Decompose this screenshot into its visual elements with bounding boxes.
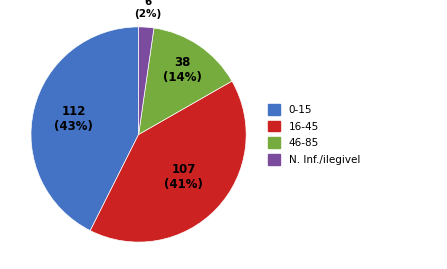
Wedge shape xyxy=(31,27,139,231)
Wedge shape xyxy=(139,28,232,134)
Text: 38
(14%): 38 (14%) xyxy=(163,56,202,84)
Wedge shape xyxy=(139,27,154,134)
Wedge shape xyxy=(90,81,246,242)
Text: 112
(43%): 112 (43%) xyxy=(54,105,93,133)
Text: 107
(41%): 107 (41%) xyxy=(164,164,203,192)
Text: 6
(2%): 6 (2%) xyxy=(134,0,161,19)
Legend: 0-15, 16-45, 46-85, N. Inf./ilegivel: 0-15, 16-45, 46-85, N. Inf./ilegivel xyxy=(265,101,363,168)
